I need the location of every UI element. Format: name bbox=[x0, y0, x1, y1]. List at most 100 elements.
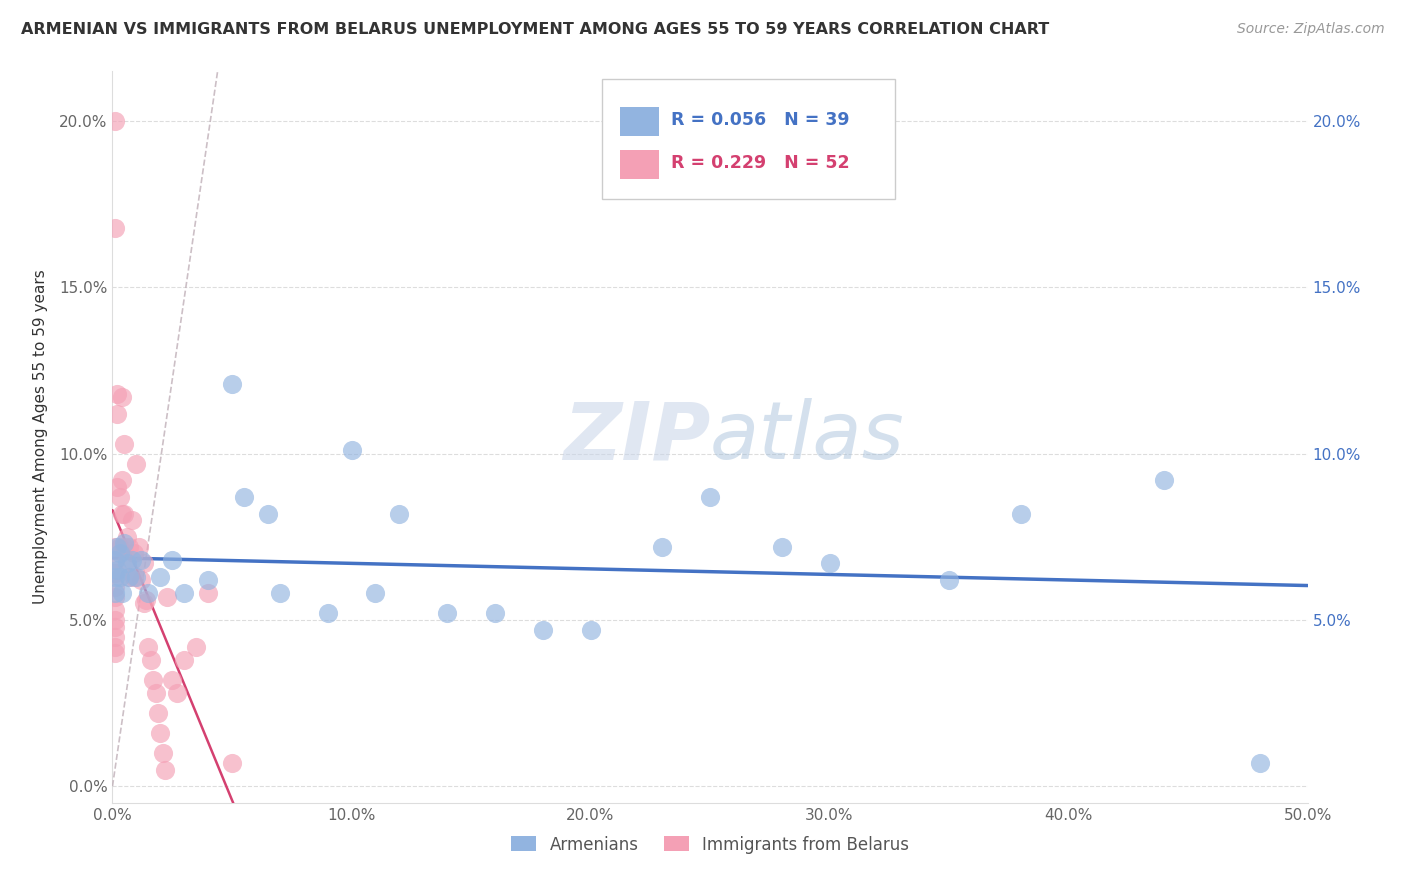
Text: R = 0.056   N = 39: R = 0.056 N = 39 bbox=[671, 112, 849, 129]
Point bbox=[122, 546, 145, 560]
Point bbox=[118, 570, 141, 584]
Point bbox=[118, 540, 141, 554]
Point bbox=[579, 623, 602, 637]
Point bbox=[699, 490, 721, 504]
Point bbox=[156, 590, 179, 604]
Point bbox=[114, 436, 135, 450]
Point bbox=[651, 540, 673, 554]
Point bbox=[1010, 507, 1032, 521]
Point bbox=[114, 540, 135, 554]
Point bbox=[104, 553, 127, 567]
Point bbox=[173, 586, 195, 600]
Point bbox=[104, 553, 127, 567]
Legend: Armenians, Immigrants from Belarus: Armenians, Immigrants from Belarus bbox=[505, 829, 915, 860]
Point bbox=[1249, 756, 1271, 770]
Point bbox=[104, 580, 127, 594]
Point bbox=[115, 530, 138, 544]
Point bbox=[108, 540, 131, 554]
Point bbox=[138, 586, 160, 600]
Point bbox=[125, 457, 148, 471]
Point bbox=[135, 593, 157, 607]
Point bbox=[115, 553, 138, 567]
Point bbox=[531, 623, 554, 637]
Point bbox=[118, 570, 141, 584]
Point bbox=[104, 619, 127, 633]
Point bbox=[142, 673, 165, 687]
Point bbox=[105, 407, 128, 421]
Point bbox=[316, 607, 339, 621]
Point bbox=[221, 376, 243, 391]
Point bbox=[173, 653, 195, 667]
Point bbox=[139, 653, 162, 667]
Text: R = 0.229   N = 52: R = 0.229 N = 52 bbox=[671, 153, 849, 172]
Point bbox=[162, 553, 183, 567]
Text: Source: ZipAtlas.com: Source: ZipAtlas.com bbox=[1237, 22, 1385, 37]
Point bbox=[104, 114, 127, 128]
Point bbox=[114, 507, 135, 521]
FancyBboxPatch shape bbox=[620, 107, 658, 136]
Point bbox=[104, 540, 127, 554]
Point bbox=[197, 573, 219, 587]
Point bbox=[108, 490, 131, 504]
Point bbox=[121, 513, 143, 527]
Point bbox=[152, 746, 174, 760]
Point bbox=[257, 507, 280, 521]
Point bbox=[114, 536, 135, 550]
Point bbox=[129, 573, 152, 587]
Point bbox=[104, 566, 127, 581]
Point bbox=[115, 557, 138, 571]
Point bbox=[938, 573, 960, 587]
FancyBboxPatch shape bbox=[620, 150, 658, 179]
Point bbox=[111, 390, 134, 404]
Point bbox=[269, 586, 291, 600]
Point bbox=[818, 557, 841, 571]
Point bbox=[111, 473, 134, 487]
Point bbox=[149, 570, 172, 584]
Point bbox=[149, 726, 172, 740]
Point bbox=[364, 586, 387, 600]
Point bbox=[111, 507, 134, 521]
Point bbox=[104, 220, 127, 235]
Point bbox=[162, 673, 183, 687]
Point bbox=[145, 686, 167, 700]
FancyBboxPatch shape bbox=[603, 78, 896, 200]
Point bbox=[105, 480, 128, 494]
Point bbox=[125, 570, 148, 584]
Text: ZIP: ZIP bbox=[562, 398, 710, 476]
Text: ARMENIAN VS IMMIGRANTS FROM BELARUS UNEMPLOYMENT AMONG AGES 55 TO 59 YEARS CORRE: ARMENIAN VS IMMIGRANTS FROM BELARUS UNEM… bbox=[21, 22, 1049, 37]
Point bbox=[104, 630, 127, 644]
Point bbox=[340, 443, 363, 458]
Point bbox=[104, 603, 127, 617]
Point bbox=[186, 640, 208, 654]
Point bbox=[122, 570, 145, 584]
Point bbox=[146, 706, 169, 720]
Point bbox=[108, 570, 131, 584]
Point bbox=[484, 607, 506, 621]
Point bbox=[111, 586, 134, 600]
Point bbox=[121, 553, 143, 567]
Point bbox=[770, 540, 793, 554]
Point bbox=[132, 596, 155, 610]
Point bbox=[166, 686, 188, 700]
Point bbox=[129, 553, 152, 567]
Point bbox=[104, 590, 127, 604]
Point bbox=[104, 640, 127, 654]
Point bbox=[436, 607, 458, 621]
Point bbox=[105, 563, 128, 577]
Point bbox=[108, 546, 131, 560]
Y-axis label: Unemployment Among Ages 55 to 59 years: Unemployment Among Ages 55 to 59 years bbox=[34, 269, 48, 605]
Point bbox=[388, 507, 411, 521]
Point bbox=[138, 640, 160, 654]
Text: atlas: atlas bbox=[710, 398, 905, 476]
Point bbox=[233, 490, 256, 504]
Point bbox=[221, 756, 243, 770]
Point bbox=[105, 387, 128, 401]
Point bbox=[104, 646, 127, 660]
Point bbox=[153, 763, 176, 777]
Point bbox=[105, 540, 128, 554]
Point bbox=[104, 586, 127, 600]
Point bbox=[104, 613, 127, 627]
Point bbox=[1153, 473, 1175, 487]
Point bbox=[104, 570, 127, 584]
Point bbox=[128, 540, 150, 554]
